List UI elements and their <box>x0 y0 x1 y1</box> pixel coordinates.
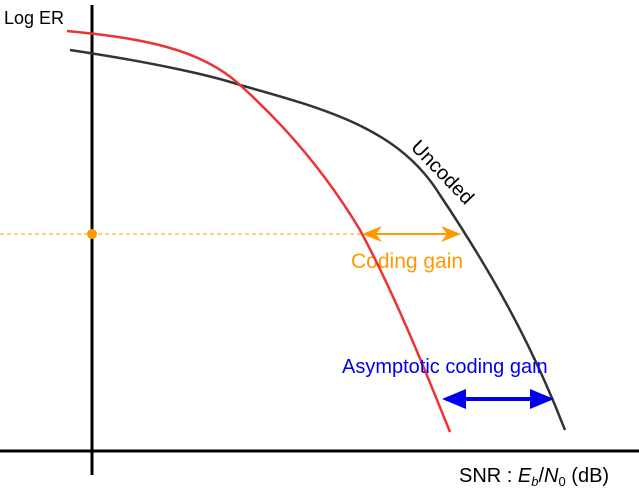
reference-point <box>87 229 97 239</box>
coding-gain-label: Coding gain <box>351 250 463 273</box>
asymptotic-coding-gain-label: Asymptotic coding gain <box>342 356 548 378</box>
y-axis-label: Log ER <box>4 8 64 28</box>
coded-curve <box>66 29 452 433</box>
x-axis-label: SNR : Eb/N0 (dB) <box>459 465 609 489</box>
uncoded-curve <box>69 48 567 431</box>
